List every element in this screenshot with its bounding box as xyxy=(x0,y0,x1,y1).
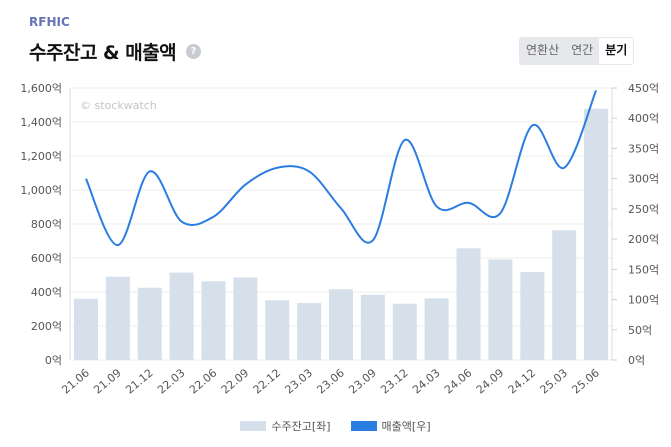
line-sales xyxy=(85,90,597,247)
left-axis-tick: 800억 xyxy=(31,218,62,231)
x-axis-tick: 23.03 xyxy=(283,366,315,396)
x-axis-tick: 24.09 xyxy=(474,366,506,396)
bar-backlog xyxy=(552,230,577,360)
legend-item-sales[interactable]: 매출액[우] xyxy=(350,418,431,434)
x-axis-tick: 24.03 xyxy=(410,366,442,396)
bar-backlog xyxy=(456,248,481,360)
right-axis-tick: 200억 xyxy=(628,233,659,246)
x-axis-tick: 23.09 xyxy=(346,366,378,396)
bar-backlog xyxy=(297,303,322,360)
x-axis-tick: 21.06 xyxy=(59,366,91,396)
left-axis-tick: 400억 xyxy=(31,286,62,299)
bar-backlog xyxy=(360,294,385,360)
x-axis-tick: 24.12 xyxy=(506,366,538,396)
x-axis-tick: 22.09 xyxy=(219,366,251,396)
legend-label: 매출액[우] xyxy=(381,420,431,433)
bar-backlog xyxy=(137,287,162,360)
bar-backlog xyxy=(520,271,545,360)
bar-backlog xyxy=(392,303,417,360)
right-axis-tick: 150억 xyxy=(628,263,659,276)
right-axis-tick: 0억 xyxy=(628,354,645,367)
legend-label: 수주잔고[좌] xyxy=(271,420,331,433)
legend-item-backlog[interactable]: 수주잔고[좌] xyxy=(240,418,331,434)
bar-backlog xyxy=(424,298,449,360)
x-axis-tick: 25.03 xyxy=(538,366,570,396)
right-axis-tick: 450억 xyxy=(628,82,659,95)
x-axis-tick: 22.12 xyxy=(251,366,283,396)
bar-backlog xyxy=(233,277,258,360)
x-axis-tick: 22.06 xyxy=(187,366,219,396)
left-axis-tick: 1,600억 xyxy=(20,82,62,95)
period-tab-annual[interactable]: 연간 xyxy=(571,43,594,57)
bar-backlog xyxy=(488,259,513,360)
bar-backlog xyxy=(169,272,194,360)
left-axis-tick: 1,200억 xyxy=(20,150,62,163)
right-axis-tick: 250억 xyxy=(628,203,659,216)
left-axis-tick: 1,000억 xyxy=(20,184,62,197)
left-axis-tick: 1,400억 xyxy=(20,116,62,129)
legend-swatch-sales xyxy=(350,421,377,431)
left-axis-tick: 200억 xyxy=(31,320,62,333)
x-axis-tick: 22.03 xyxy=(155,366,187,396)
period-tab-quarterly[interactable]: 분기 xyxy=(599,38,634,64)
help-icon[interactable]: ? xyxy=(186,44,201,59)
period-tab-annualized[interactable]: 연환산 xyxy=(526,43,560,57)
page-title: 수주잔고 & 매출액 xyxy=(29,42,177,64)
bar-backlog xyxy=(73,298,98,360)
watermark: © stockwatch xyxy=(80,99,157,112)
left-axis-tick: 0억 xyxy=(45,354,62,367)
x-axis-tick: 21.12 xyxy=(123,366,155,396)
company-name: RFHIC xyxy=(29,15,70,29)
x-axis-tick: 25.06 xyxy=(570,366,602,396)
bar-backlog xyxy=(201,281,226,360)
x-axis-tick: 21.09 xyxy=(91,366,123,396)
x-axis-tick: 23.12 xyxy=(378,366,410,396)
right-axis-tick: 400억 xyxy=(628,112,659,125)
bar-backlog xyxy=(329,289,353,360)
bar-backlog xyxy=(105,276,130,360)
period-selector: 연환산 연간 분기 xyxy=(519,37,635,65)
left-axis-tick: 600억 xyxy=(31,252,62,265)
right-axis-tick: 350억 xyxy=(628,142,659,155)
right-axis-tick: 100억 xyxy=(628,294,659,307)
bar-backlog xyxy=(584,108,609,361)
x-axis-tick: 23.06 xyxy=(314,366,346,396)
right-axis-tick: 50억 xyxy=(628,324,652,337)
right-axis-tick: 300억 xyxy=(628,173,659,186)
legend-swatch-backlog xyxy=(240,421,267,431)
x-axis-tick: 24.06 xyxy=(442,366,474,396)
bar-backlog xyxy=(265,300,290,360)
legend: 수주잔고[좌] 매출액[우] xyxy=(0,418,671,434)
